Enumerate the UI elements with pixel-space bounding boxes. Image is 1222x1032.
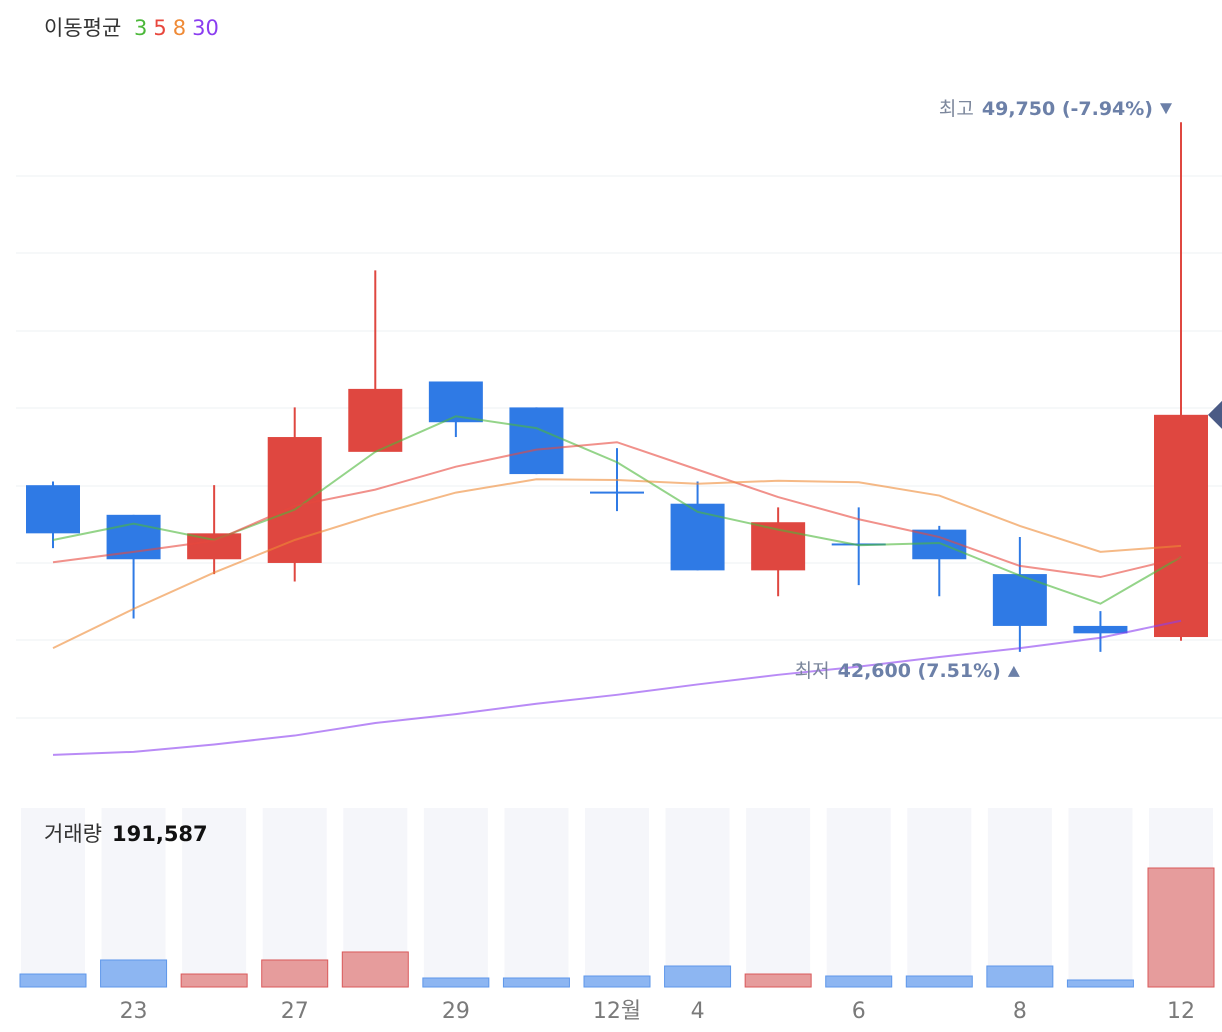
volume-bar [1066,979,1134,988]
legend-entry: 30 [192,16,219,40]
annotation-label: 최저 [795,659,830,681]
volume-bar [744,973,812,988]
annotation-arrow [1160,103,1172,115]
annotation-label: 최고 [939,98,974,120]
legend-entry: 5 [153,16,166,40]
volume-bar [100,959,168,988]
volume-bg [826,808,891,987]
legend-entry: 8 [173,16,186,40]
volume-bg [504,808,569,987]
annotation-value: 49,750 (-7.94%) [982,98,1153,120]
volume-bg [1068,808,1133,987]
ma-line [52,441,1182,579]
candle-body [1154,414,1208,638]
volume-bg [182,808,247,987]
candle-body [267,437,322,563]
x-tick-label: 8 [1013,999,1027,1024]
volume-bar [1147,867,1215,988]
x-tick-label: 4 [691,999,705,1024]
volume-bg [987,808,1052,987]
x-tick-label: 27 [281,999,309,1024]
volume-bar [502,977,570,988]
volume-bar [341,951,409,988]
volume-bar [583,975,651,988]
grid [16,175,1222,719]
price-marker [1208,400,1222,429]
candle-body [187,533,242,560]
annotation-arrow [1007,665,1020,677]
x-tick-label: 12월 [593,999,641,1024]
candle-body [348,388,403,452]
x-tick-label: 6 [852,999,866,1024]
ma-line [52,478,1182,650]
volume-bg [21,808,85,987]
annotation-value: 42,600 (7.51%) [838,659,1001,681]
annotation: 최고 49,750 (-7.94%) [939,98,1153,120]
volume-bg [746,808,811,987]
volume-bg [665,808,730,987]
candle-body [509,407,564,475]
legend-title: 이동평균 [44,16,121,40]
annotation: 최저 42,600 (7.51%) [795,659,1001,681]
ma-line [52,619,1182,756]
candle-body [670,503,725,571]
volume-bar [180,973,248,988]
candle-body [1073,625,1128,634]
volume-bar [664,965,732,988]
volume-bg [423,808,488,987]
volume-bg [101,808,166,987]
volume-label: 거래량 [44,822,102,846]
volume-bar [825,975,893,988]
x-tick-label: 12 [1167,999,1195,1024]
candle-body [590,491,644,494]
volume-bar [422,977,490,988]
x-tick-label: 23 [120,999,148,1024]
legend-entry: 3 [134,16,147,40]
volume-bar [986,965,1054,988]
volume-bar [905,975,973,988]
volume-bg [262,808,327,987]
volume-value: 191,587 [112,822,208,846]
legend: 3 5 8 30 [134,16,219,40]
x-tick-label: 29 [442,999,470,1024]
volume-bg [585,808,649,987]
volume-bar [261,959,329,988]
volume-bg [907,808,972,987]
candle-body [26,485,80,534]
volume-bar [19,973,87,988]
